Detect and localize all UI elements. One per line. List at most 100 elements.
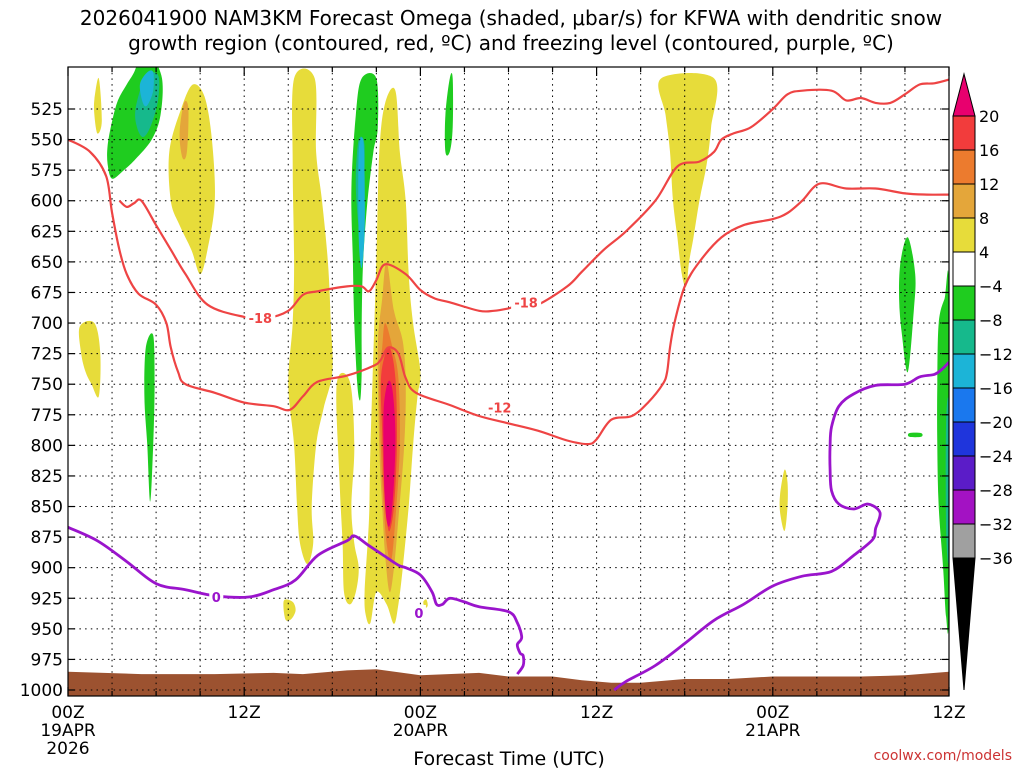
y-tick-725: 725 bbox=[31, 345, 63, 365]
contour-label-bg-1 bbox=[511, 294, 542, 310]
colorbar-box-9 bbox=[952, 421, 976, 457]
y-tick-825: 825 bbox=[31, 467, 63, 487]
y-tick-700: 700 bbox=[31, 314, 63, 334]
colorbar: 20 16 12 8 4 −4 −8 −12 −16 −20 −24 −28 −32 −36 bbox=[952, 72, 1013, 691]
y-tick-800: 800 bbox=[31, 436, 63, 456]
colorbar-label-1: 16 bbox=[979, 141, 999, 160]
colorbar-bottom-arrow bbox=[952, 557, 976, 691]
y-tick-1000: 1000 bbox=[20, 681, 63, 701]
y-tick-925: 925 bbox=[31, 589, 63, 609]
contour-0b bbox=[613, 361, 949, 692]
y-tick-550: 550 bbox=[31, 131, 63, 151]
contour-label-bg-4 bbox=[411, 604, 426, 620]
colorbar-box-7 bbox=[952, 353, 976, 389]
x-tick-48-line2: 21APR bbox=[745, 721, 801, 741]
omega-region-22 bbox=[444, 73, 454, 156]
y-tick-850: 850 bbox=[31, 498, 63, 518]
colorbar-box-3 bbox=[952, 217, 976, 253]
colorbar-label-9: −20 bbox=[979, 413, 1013, 432]
colorbar-box-6 bbox=[952, 319, 976, 355]
colorbar-box-5 bbox=[952, 285, 976, 321]
y-tick-675: 675 bbox=[31, 283, 63, 303]
contour--18 bbox=[68, 138, 949, 446]
x-tick-48-line1: 00Z bbox=[756, 703, 789, 723]
contour-label-bg-3 bbox=[209, 589, 224, 605]
y-tick-600: 600 bbox=[31, 192, 63, 212]
contour-label-0: -18 bbox=[249, 312, 273, 327]
contour-label-4: 0 bbox=[414, 607, 423, 622]
omega-region-0 bbox=[93, 77, 102, 134]
contour-label-3: 0 bbox=[212, 591, 221, 606]
x-tick-0-line2: 19APR bbox=[40, 721, 96, 741]
omega-region-6 bbox=[336, 372, 359, 605]
y-tick-900: 900 bbox=[31, 559, 63, 579]
credit-text: coolwx.com/models bbox=[874, 748, 1012, 764]
y-tick-625: 625 bbox=[31, 222, 63, 242]
x-tick-0-line1: 00Z bbox=[51, 703, 84, 723]
omega-region-25 bbox=[907, 432, 923, 438]
y-tick-975: 975 bbox=[31, 650, 63, 670]
omega-region-26 bbox=[945, 397, 949, 564]
colorbar-label-4: 4 bbox=[979, 243, 989, 262]
colorbar-label-5: −4 bbox=[979, 277, 1003, 296]
omega-region-12 bbox=[658, 73, 718, 287]
colorbar-label-10: −24 bbox=[979, 447, 1013, 466]
x-tick-24-line1: 00Z bbox=[404, 703, 437, 723]
contour-0 bbox=[68, 526, 526, 675]
omega-region-2 bbox=[179, 100, 189, 160]
contour-labels: -18 -18 -12 0 0 bbox=[209, 294, 542, 622]
y-tick-575: 575 bbox=[31, 161, 63, 181]
contour-label-bg-0 bbox=[245, 310, 276, 326]
omega-region-17 bbox=[139, 70, 154, 107]
plot-area: -18 -18 -12 0 0 525 550 575 600 625 650 675 700 725 7… bbox=[20, 66, 966, 759]
colorbar-box-10 bbox=[952, 455, 976, 491]
y-tick-525: 525 bbox=[31, 100, 63, 120]
colorbar-label-7: −12 bbox=[979, 345, 1013, 364]
x-tick-36-line1: 12Z bbox=[580, 703, 613, 723]
colorbar-box-1 bbox=[952, 149, 976, 185]
colorbar-label-13: −36 bbox=[979, 549, 1013, 568]
chart-title-line1: 2026041900 NAM3KM Forecast Omega (shaded… bbox=[80, 6, 942, 30]
contour-label-1: -18 bbox=[514, 296, 538, 311]
x-tick-0-line3: 2026 bbox=[46, 739, 89, 759]
colorbar-label-6: −8 bbox=[979, 311, 1003, 330]
x-tick-12-line1: 12Z bbox=[228, 703, 261, 723]
colorbar-top-arrow bbox=[952, 72, 976, 117]
y-tick-875: 875 bbox=[31, 528, 63, 548]
omega-region-18 bbox=[144, 333, 155, 502]
y-tick-650: 650 bbox=[31, 253, 63, 273]
x-tick-60-line1: 12Z bbox=[932, 703, 965, 723]
contour-label-2: -12 bbox=[488, 401, 512, 416]
colorbar-label-2: 12 bbox=[979, 175, 999, 194]
y-tick-750: 750 bbox=[31, 375, 63, 395]
omega-region-5 bbox=[283, 599, 296, 621]
omega-region-23 bbox=[898, 237, 916, 373]
omega-region-11 bbox=[383, 380, 396, 527]
omega-region-4 bbox=[288, 68, 333, 564]
x-axis-label: Forecast Time (UTC) bbox=[413, 748, 604, 768]
colorbar-box-4 bbox=[952, 251, 976, 287]
x-tick-24-line2: 20APR bbox=[393, 721, 449, 741]
colorbar-box-8 bbox=[952, 387, 976, 423]
grid-lines bbox=[68, 67, 949, 696]
colorbar-label-8: −16 bbox=[979, 379, 1013, 398]
colorbar-box-0 bbox=[952, 115, 976, 151]
omega-shading bbox=[78, 67, 949, 634]
y-tick-950: 950 bbox=[31, 620, 63, 640]
colorbar-label-3: 8 bbox=[979, 209, 989, 228]
y-tick-775: 775 bbox=[31, 406, 63, 426]
colorbar-box-2 bbox=[952, 183, 976, 219]
colorbar-box-12 bbox=[952, 523, 976, 559]
omega-region-24 bbox=[937, 270, 949, 634]
omega-region-21 bbox=[358, 137, 365, 269]
omega-region-13 bbox=[779, 469, 788, 532]
contour-label-bg-2 bbox=[484, 399, 515, 415]
colorbar-label-12: −32 bbox=[979, 515, 1013, 534]
omega-region-1 bbox=[168, 84, 215, 275]
y-axis-pressure: 525 550 575 600 625 650 675 700 725 750 775 800 825 8… bbox=[20, 100, 949, 701]
colorbar-label-0: 20 bbox=[979, 107, 999, 126]
colorbar-box-11 bbox=[952, 489, 976, 525]
chart-title-line2: growth region (contoured, red, ºC) and f… bbox=[128, 31, 894, 55]
